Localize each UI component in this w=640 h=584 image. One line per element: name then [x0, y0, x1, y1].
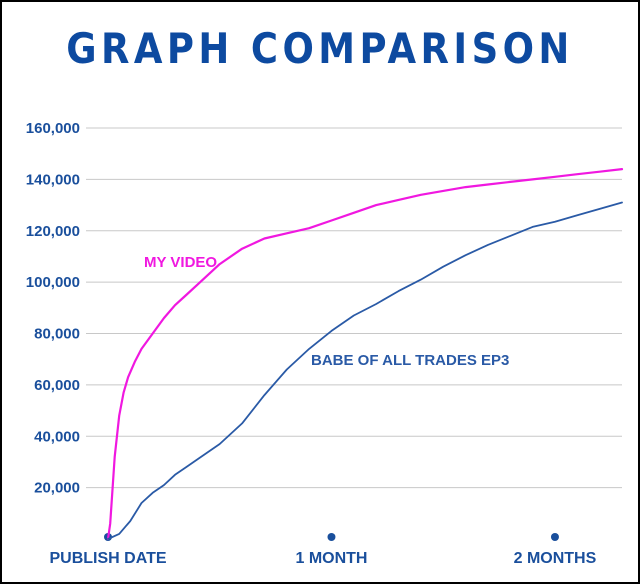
- y-tick-label: 160,000: [26, 120, 80, 137]
- y-tick-label: 80,000: [34, 326, 80, 343]
- x-tick-marker: [550, 533, 559, 541]
- series-label-babe-of-all-trades: BABE OF ALL TRADES EP3: [311, 352, 509, 369]
- series-line-babe-of-all-trades: [107, 201, 623, 540]
- series-labels: MY VIDEO BABE OF ALL TRADES EP3: [144, 254, 509, 369]
- series-line-my-video: [106, 168, 624, 541]
- y-tick-label: 40,000: [34, 428, 80, 445]
- x-tick-label: PUBLISH DATE: [49, 550, 166, 567]
- series-lines: [106, 168, 624, 541]
- x-axis-ticks: PUBLISH DATE 1 MONTH 2 MONTHS: [49, 550, 596, 567]
- x-tick-label: 2 MONTHS: [514, 550, 597, 567]
- y-axis-ticks: 20,000 40,000 60,000 80,000 100,000 120,000 14…: [26, 120, 80, 497]
- series-label-my-video: MY VIDEO: [144, 254, 217, 271]
- x-tick-marker: [327, 533, 336, 541]
- y-tick-label: 20,000: [34, 480, 80, 497]
- y-tick-label: 60,000: [34, 377, 80, 394]
- y-tick-label: 140,000: [26, 171, 80, 188]
- y-tick-label: 120,000: [26, 223, 80, 240]
- chart-title: GRAPH COMPARISON: [66, 24, 574, 73]
- x-axis-markers: [104, 533, 559, 541]
- x-tick-label: 1 MONTH: [295, 550, 367, 567]
- y-tick-label: 100,000: [26, 274, 80, 291]
- grid-lines: [86, 127, 622, 489]
